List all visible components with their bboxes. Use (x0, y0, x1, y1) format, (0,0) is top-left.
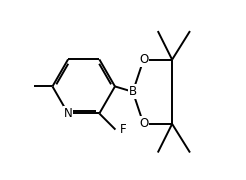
Text: N: N (64, 107, 73, 120)
Text: B: B (129, 85, 137, 98)
Text: O: O (139, 117, 148, 130)
Text: F: F (120, 123, 126, 136)
Text: O: O (139, 53, 148, 66)
